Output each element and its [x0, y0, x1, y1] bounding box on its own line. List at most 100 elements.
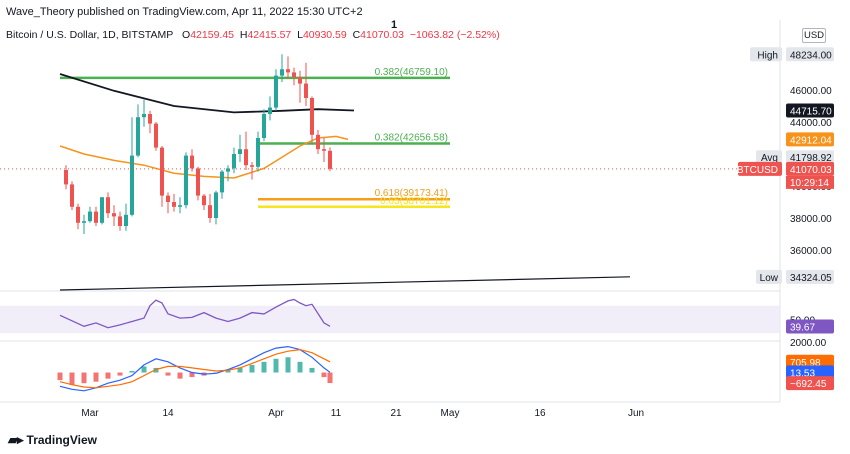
candle-body: [130, 155, 134, 215]
open-value: 42159.45: [190, 29, 235, 41]
rsi-value: 39.67: [790, 323, 815, 334]
candle-body: [172, 202, 176, 207]
macd-value-badge: [786, 365, 834, 380]
candle-body: [70, 184, 74, 207]
candle-body: [298, 77, 302, 84]
fib-level-label: 0.382(46759.10): [375, 67, 448, 78]
candle-body: [88, 211, 92, 222]
macd-histogram-bar: [285, 357, 291, 373]
candle-body: [214, 192, 218, 218]
change-value: −1063.82 (−2.52%): [409, 29, 500, 41]
symbol-name: Bitcoin / U.S. Dollar, 1D, BITSTAMP: [6, 29, 174, 41]
x-tick-label: May: [441, 408, 460, 419]
candle-body: [166, 195, 170, 202]
candle-body: [124, 214, 128, 226]
candle-body: [256, 138, 260, 167]
candle-body: [322, 149, 326, 151]
macd-value-badge: [786, 354, 834, 369]
price-axis-value: 48234.00: [790, 50, 832, 61]
wave-marker: 1: [391, 19, 398, 31]
price-tag-label: BTCUSD: [737, 165, 778, 176]
macd-line: [59, 345, 331, 392]
price-axis-value: 41798.92: [790, 153, 832, 164]
macd-histogram-bar: [273, 358, 279, 373]
candle-body: [286, 69, 290, 73]
tradingview-logo-icon: ▰▸: [8, 432, 24, 447]
candle-body: [154, 123, 158, 148]
macd-histogram-bar: [309, 367, 315, 373]
candle-body: [76, 206, 80, 223]
candle-body: [226, 168, 230, 172]
candle-body: [280, 69, 284, 76]
price-tag-badge: [750, 47, 782, 62]
rsi-band: [0, 305, 780, 334]
price-axis-value: 41070.03: [790, 165, 832, 176]
macd-histogram-bar: [165, 372, 171, 376]
macd-histogram-bar: [129, 371, 135, 373]
low-label: L: [297, 29, 303, 41]
macd-histogram-bar: [321, 372, 327, 378]
x-tick-label: Apr: [268, 408, 284, 419]
price-axis-badge: [786, 132, 834, 147]
countdown-badge: [786, 175, 834, 189]
fib-level-label: 0.382(42656.58): [375, 132, 448, 143]
macd-histogram-bar: [93, 372, 99, 382]
y-tick-label: 44000.00: [790, 118, 832, 129]
candle-body: [304, 83, 308, 98]
candle-body: [142, 114, 146, 118]
price-tag-badge: [756, 150, 782, 165]
candle-body: [160, 147, 164, 196]
close-label: C: [352, 29, 361, 41]
currency-button[interactable]: USD: [802, 28, 826, 43]
macd-histogram-bar: [237, 367, 243, 373]
macd-histogram-bar: [225, 369, 231, 373]
macd-histogram-bar: [261, 361, 267, 373]
rsi-value-badge: [786, 319, 834, 334]
price-tag-label: Low: [760, 273, 779, 284]
macd-histogram-bar: [297, 361, 303, 373]
macd-histogram-bar: [141, 366, 147, 373]
y-tick-label: 38000.00: [790, 214, 832, 225]
candle-body: [100, 197, 104, 223]
candle-body: [328, 150, 332, 169]
price-tag-badge: [738, 161, 782, 176]
countdown-value: 10:29:14: [790, 178, 829, 189]
x-tick-label: Mar: [81, 408, 99, 419]
macd-value: 705.98: [790, 358, 821, 369]
price-axis-badge: [786, 269, 834, 284]
candle-body: [190, 155, 194, 169]
macd-tick-label: 2000.00: [790, 338, 827, 349]
macd-histogram-bar: [327, 372, 333, 384]
open-label: O: [182, 29, 191, 41]
price-tag-badge: [756, 269, 782, 284]
symbol-legend: Bitcoin / U.S. Dollar, 1D, BITSTAMP O421…: [6, 29, 500, 41]
candle-body: [316, 134, 320, 150]
high-value: 42415.57: [247, 29, 292, 41]
candle-body: [178, 205, 182, 207]
macd-histogram-bar: [81, 372, 87, 384]
candle-body: [202, 195, 206, 206]
macd-histogram-bar: [117, 372, 123, 376]
candle-body: [148, 114, 152, 124]
macd-histogram-bar: [69, 372, 75, 385]
macd-histogram-bar: [189, 372, 195, 378]
candle-body: [292, 72, 296, 78]
macd-signal-line: [59, 348, 331, 389]
macd-histogram-bar: [249, 364, 255, 373]
fib-level-label: 0.65(38701.12): [380, 196, 448, 207]
price-axis-badge: [786, 103, 834, 118]
high-label: H: [239, 29, 248, 41]
candle-body: [82, 221, 86, 223]
low-value: 40930.59: [302, 29, 347, 41]
x-tick-label: 14: [162, 408, 174, 419]
candle-body: [262, 114, 266, 138]
candle-body: [220, 171, 224, 193]
price-axis-value: 44715.70: [790, 107, 832, 118]
candle-body: [118, 216, 122, 226]
price-axis-badge: [786, 161, 834, 176]
candle-body: [196, 168, 200, 196]
price-tag-label: High: [757, 50, 778, 61]
x-tick-label: 16: [534, 408, 546, 419]
candle-body: [238, 149, 242, 154]
